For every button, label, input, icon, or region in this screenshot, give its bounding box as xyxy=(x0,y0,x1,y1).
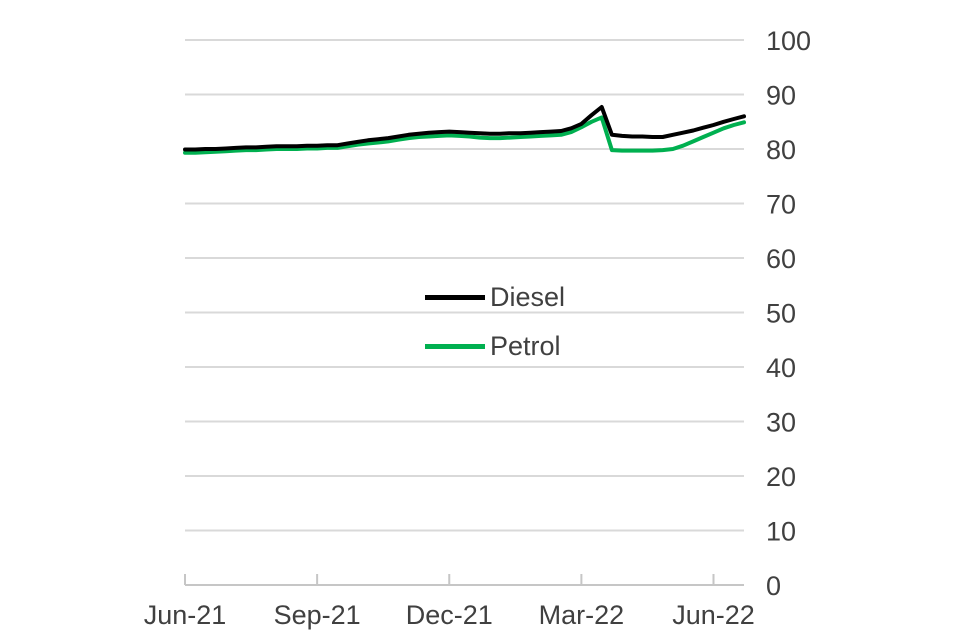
legend-item-diesel: Diesel xyxy=(425,281,565,313)
petrol-line-swatch xyxy=(425,343,485,349)
y-axis-label: 90 xyxy=(766,81,796,111)
diesel-line-swatch xyxy=(425,294,485,300)
y-axis-label: 40 xyxy=(766,353,796,383)
y-axis-label: 100 xyxy=(766,26,811,56)
x-axis-label: Dec-21 xyxy=(406,600,493,630)
y-axis-label: 10 xyxy=(766,517,796,547)
legend-label-diesel: Diesel xyxy=(490,282,566,312)
x-axis-label: Mar-22 xyxy=(539,600,625,630)
y-axis-label: 0 xyxy=(766,571,781,601)
legend-item-petrol: Petrol xyxy=(425,330,565,362)
x-axis-label: Jun-22 xyxy=(672,600,755,630)
y-axis-label: 70 xyxy=(766,190,796,220)
y-axis-label: 60 xyxy=(766,244,796,274)
diesel-line xyxy=(183,105,746,152)
chart-legend: Diesel Petrol xyxy=(425,281,565,362)
y-axis-label: 50 xyxy=(766,299,796,329)
x-axis-label: Sep-21 xyxy=(274,600,361,630)
petrol-line xyxy=(183,115,746,155)
y-axis-label: 20 xyxy=(766,462,796,492)
y-axis-label: 80 xyxy=(766,135,796,165)
x-axis-label: Jun-21 xyxy=(144,600,227,630)
y-axis-label: 30 xyxy=(766,408,796,438)
legend-label-petrol: Petrol xyxy=(490,331,561,361)
